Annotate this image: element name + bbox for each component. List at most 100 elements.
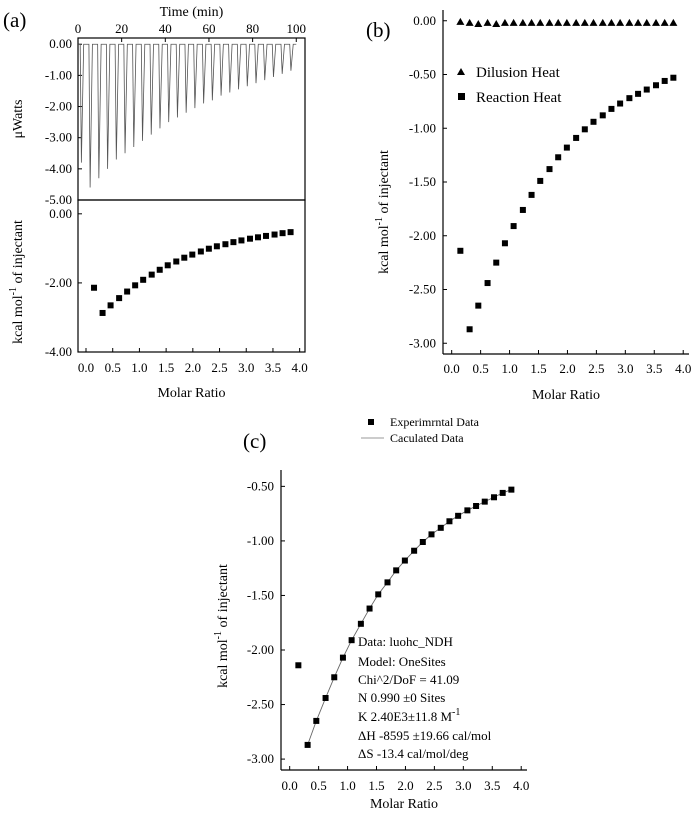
panel-a-bottom-ylabel: kcal mol-1 of injectant (8, 220, 26, 344)
panel-c-legend-square-icon (368, 419, 374, 425)
panel-a-data-point (181, 254, 188, 261)
panel-c-annotation-part: K 2.40E3±11.8 M (358, 709, 452, 724)
panel-a-data-point (246, 235, 253, 242)
panel-a-top-ylabel: μWatts (11, 99, 26, 138)
panel-c-data-point (411, 547, 418, 554)
panel-b-reaction-point (626, 95, 633, 102)
panel-b-xtick-label: 1.5 (530, 361, 546, 376)
panel-c-ytick-label: -2.50 (247, 697, 274, 712)
panel-b-reaction-point (590, 118, 597, 125)
panel-a-bottom-ytick-label: 0.00 (49, 206, 72, 221)
panel-b-ylabel: kcal mol-1 of injectant (374, 150, 392, 274)
panel-c-data-point (419, 539, 426, 545)
panel-b-xtick-label: 4.0 (675, 361, 691, 376)
panel-b-dilution-point (607, 18, 616, 26)
panel-b-dilution-point (616, 18, 625, 26)
panel-c-data-point (357, 620, 364, 627)
panel-c-data-point (313, 717, 320, 724)
panel-b-dilution-point (456, 17, 465, 25)
panel-b-reaction-point (555, 154, 562, 161)
panel-a-data-point (116, 295, 123, 302)
panel-b-reaction-point (635, 90, 642, 97)
panel-a-top-xtick-label: 60 (202, 21, 215, 36)
panel-a-xtick-label: 4.0 (292, 360, 308, 375)
panel-b-reaction-point (528, 191, 535, 198)
panel-b-dilution-point (500, 18, 509, 26)
panel-a-data-point (107, 302, 114, 309)
panel-b-reaction-point (519, 206, 526, 213)
panel-c-annotation-line: K 2.40E3±11.8 M-1 (358, 707, 460, 724)
panel-a-data-point (263, 232, 270, 239)
panel-a-top-xtick-label: 80 (246, 21, 259, 36)
panel-a-top-xlabel: Time (min) (160, 5, 224, 20)
panel-a-data-point (279, 230, 286, 237)
panel-a-bottom-ylabel-part1: kcal mol (11, 295, 26, 344)
panel-a-bottom-ylabel-part2: of injectant (11, 220, 26, 287)
panel-c-data-point (375, 591, 382, 598)
panel-b-ylabel-part2: of injectant (377, 150, 392, 217)
panel-a-top-xtick-label: 40 (159, 21, 172, 36)
panel-c-xtick-label: 4.0 (513, 778, 529, 793)
panel-c-data-point (304, 741, 311, 748)
panel-c-data-point (393, 567, 400, 574)
panel-b-reaction-point (617, 100, 624, 107)
panel-c-data-point (437, 524, 444, 531)
panel-a-top-xtick-label: 100 (287, 21, 307, 36)
panel-c-data-point (366, 605, 373, 612)
panel-b-dilution-point (465, 18, 474, 26)
panel-b-xtick-label: 3.0 (617, 361, 633, 376)
panel-c-data-point (464, 507, 471, 514)
panel-c-xtick-label: 0.5 (310, 778, 326, 793)
panel-b-dilution-point (554, 18, 563, 26)
panel-c-xtick-label: 3.0 (455, 778, 471, 793)
panel-a-xtick-label: 3.0 (238, 360, 254, 375)
panel-c-ylabel-superscript: -1 (213, 631, 224, 639)
panel-b-reaction-point (563, 144, 570, 151)
panel-c-annotation-line: Chi^2/DoF = 41.09 (358, 672, 459, 687)
panel-c-xtick-label: 1.5 (368, 778, 384, 793)
panel-a-data-point (287, 229, 294, 236)
panel-a-top-ytick-label: -3.00 (45, 130, 72, 145)
panel-c-legend-experimental: Experimrntal Data (390, 415, 480, 429)
panel-b-legend-square-icon (458, 93, 465, 100)
panel-c-label: (c) (243, 429, 266, 453)
panel-c-ylabel-part1: kcal mol (216, 639, 231, 688)
panel-b-reaction-point (661, 77, 668, 84)
panel-a-xtick-label: 2.0 (185, 360, 201, 375)
panel-c-data-point (491, 494, 498, 501)
panel-b-dilution-point (474, 19, 483, 27)
panel-c-xlabel: Molar Ratio (370, 797, 438, 812)
panel-a-data-point (124, 288, 131, 295)
panel-a-label: (a) (3, 8, 26, 32)
panel-c-legend-calculated: Caculated Data (390, 431, 464, 445)
panel-b-dilution-point (536, 18, 545, 26)
panel-a-data-point (230, 239, 237, 246)
panel-a-data-point (189, 251, 196, 258)
panel-c-data-point (401, 557, 408, 564)
panel-b-reaction-point (510, 223, 517, 230)
panel-c-ylabel: kcal mol-1 of injectant (213, 564, 231, 688)
panel-b-reaction-point (493, 259, 500, 266)
panel-a-xtick-label: 0.0 (78, 360, 94, 375)
panel-c-xtick-label: 2.5 (426, 778, 442, 793)
panel-b-legend-triangle-icon (457, 68, 465, 75)
panel-b-reaction-point (457, 247, 464, 254)
panel-a-data-point (213, 243, 220, 250)
panel-b-reaction-point (581, 126, 588, 133)
panel-a-data-point (91, 284, 98, 291)
panel-c-annotation-line: ΔS -13.4 cal/mol/deg (358, 746, 469, 761)
panel-a-data-point (99, 309, 106, 316)
panel-c-ytick-label: -3.00 (247, 751, 274, 766)
panel-a-data-point (156, 266, 163, 273)
panel-c-data-point (499, 489, 506, 496)
panel-c-annotation-line: N 0.990 ±0 Sites (358, 690, 445, 705)
panel-a-top-xtick-label: 0 (75, 21, 82, 36)
panel-c-xtick-label: 3.5 (484, 778, 500, 793)
panel-a-thermogram-trace (78, 43, 297, 188)
panel-b-dilution-point (642, 18, 651, 26)
panel-b-reaction-point (643, 86, 650, 93)
panel-a-bottom-ytick-label: -4.00 (45, 344, 72, 359)
panel-c-annotation-superscript: -1 (452, 707, 460, 718)
panel-b-reaction-point (653, 82, 660, 89)
panel-b-reaction-point (537, 177, 544, 184)
